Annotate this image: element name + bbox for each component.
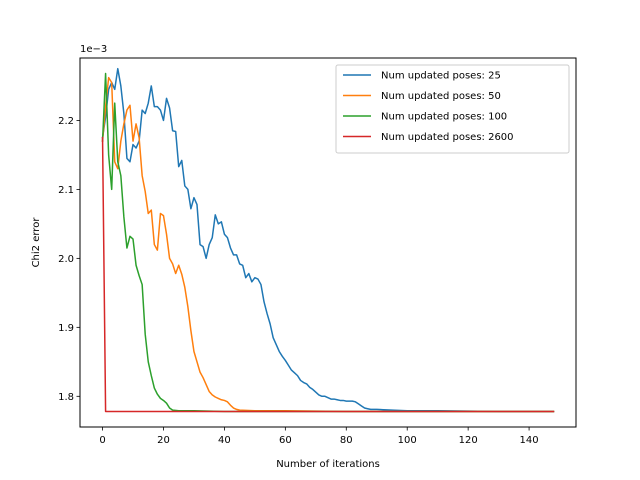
- series-line-1: [101, 67, 555, 413]
- y-tick-label: 2.0: [58, 254, 74, 265]
- legend-label-1: Num updated poses: 25: [381, 71, 501, 82]
- series-line-2: [101, 76, 555, 413]
- x-axis-label: Number of iterations: [276, 459, 380, 470]
- plot-frame: [79, 57, 577, 428]
- x-axis: 0 20 40 60 80 100 120 140: [99, 427, 539, 446]
- x-tick-label: 0: [99, 435, 105, 446]
- legend-label-3: Num updated poses: 100: [381, 112, 507, 123]
- x-tick-label: 100: [398, 435, 417, 446]
- x-tick-label: 20: [157, 435, 170, 446]
- legend-label-4: Num updated poses: 2600: [381, 132, 514, 143]
- y-tick-label: 1.8: [58, 392, 74, 403]
- x-tick-label: 40: [218, 435, 231, 446]
- y-tick-label: 2.1: [58, 185, 74, 196]
- y-tick-label: 1.9: [58, 323, 74, 334]
- legend-label-2: Num updated poses: 50: [381, 91, 501, 102]
- legend: Num updated poses: 25 Num updated poses: …: [335, 64, 570, 154]
- x-tick-label: 120: [459, 435, 478, 446]
- series-line-4: [101, 136, 555, 413]
- series-line-3: [101, 72, 555, 413]
- y-axis: 1.8 1.9 2.0 2.1 2.2: [58, 116, 80, 403]
- plot-lines: [101, 67, 555, 413]
- x-tick-label: 80: [340, 435, 353, 446]
- legend-frame: [335, 64, 570, 154]
- y-axis-label: Chi2 error: [31, 217, 42, 268]
- y-tick-label: 2.2: [58, 116, 74, 127]
- x-tick-label: 140: [520, 435, 539, 446]
- y-axis-offset-text: 1e−3: [80, 44, 107, 55]
- x-tick-label: 60: [279, 435, 292, 446]
